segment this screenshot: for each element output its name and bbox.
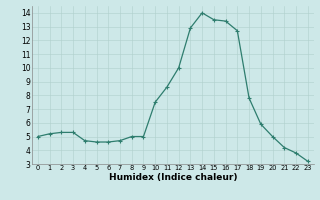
X-axis label: Humidex (Indice chaleur): Humidex (Indice chaleur) xyxy=(108,173,237,182)
